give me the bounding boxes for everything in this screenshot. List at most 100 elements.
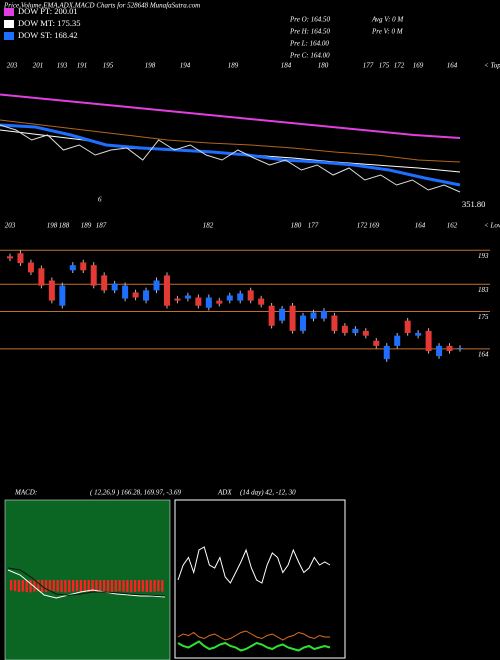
legend-swatch	[4, 32, 14, 40]
annotation: 6	[98, 196, 102, 204]
histogram-bar	[56, 580, 59, 592]
candle-body	[69, 265, 76, 271]
top-label: 175	[379, 62, 390, 70]
histogram-bar	[149, 580, 152, 592]
histogram-bar	[114, 580, 117, 592]
candle-body	[394, 335, 401, 346]
candle-body	[143, 290, 150, 301]
volume-value: Pre V: 0 M	[371, 28, 404, 36]
top-label: 184	[281, 62, 292, 70]
low-label: 182	[203, 222, 214, 230]
histogram-bar	[10, 580, 13, 591]
histogram-bar	[157, 580, 160, 592]
histogram-bar	[87, 580, 90, 592]
histogram-bar	[52, 580, 55, 592]
top-label: 198	[145, 62, 156, 70]
low-label: 187	[96, 222, 107, 230]
macd-params: ( 12,26,9 ) 166.28, 169.97, -3.69	[90, 489, 181, 497]
histogram-bar	[29, 580, 32, 593]
candle-body	[279, 308, 286, 321]
series-line	[7, 567, 166, 597]
series-line	[0, 124, 461, 193]
histogram-bar	[33, 580, 36, 592]
candle-body	[352, 328, 359, 333]
adx-title: ADX	[217, 489, 232, 497]
histogram-bar	[106, 580, 110, 592]
adx-panel	[174, 499, 346, 659]
y-tick-label: 164	[478, 351, 489, 359]
candle-body	[59, 285, 66, 306]
histogram-bar	[122, 580, 125, 592]
series-line	[0, 123, 461, 187]
histogram-bar	[75, 580, 79, 592]
histogram-bar	[64, 580, 67, 593]
lows-caption: < Lows	[484, 222, 500, 230]
candle-body	[373, 340, 380, 346]
histogram-bar	[91, 580, 94, 593]
candle-body	[111, 283, 118, 291]
histogram-bar	[21, 580, 24, 592]
annotation: 351.80	[462, 199, 485, 209]
histogram-bar	[48, 580, 52, 592]
legend-label: DOW PT: 200.01	[18, 6, 78, 16]
top-label: 164	[447, 62, 458, 70]
top-label: 194	[180, 62, 191, 70]
candle-body	[289, 305, 296, 331]
candle-body	[153, 280, 160, 291]
histogram-bar	[110, 580, 114, 592]
candle-body	[425, 330, 432, 351]
candle-body	[320, 310, 327, 319]
candle-body	[48, 280, 55, 301]
candle-body	[268, 305, 275, 326]
candle-body	[446, 345, 453, 351]
pre-value: Pre L: 164.00	[289, 40, 329, 48]
page-title: Price,Volume,EMA,ADX,MACD Charts for 528…	[3, 2, 200, 10]
histogram-bar	[60, 580, 63, 592]
series-line	[177, 640, 331, 652]
candle-body	[17, 253, 24, 264]
low-label: 198	[47, 222, 58, 230]
candle-body	[247, 290, 254, 301]
series-line	[0, 93, 461, 139]
histogram-bar	[83, 580, 86, 592]
candle-body	[27, 262, 34, 273]
histogram-bar	[161, 580, 164, 592]
y-tick-label: 175	[478, 313, 489, 321]
top-label: 169	[413, 62, 424, 70]
legend-swatch	[4, 8, 14, 16]
low-label: 188	[59, 222, 70, 230]
histogram-bar	[25, 580, 28, 592]
histogram-bar	[103, 580, 106, 592]
histogram-bar	[95, 580, 98, 592]
candle-body	[415, 332, 422, 336]
candle-body	[38, 268, 45, 286]
series-line	[0, 119, 461, 163]
top-label: 203	[7, 62, 18, 70]
histogram-bar	[141, 580, 145, 592]
candle-body	[436, 345, 443, 357]
series-line	[0, 129, 461, 173]
histogram-bar	[13, 580, 17, 592]
histogram-bar	[130, 580, 133, 593]
low-label: 180	[291, 222, 302, 230]
y-tick-label: 193	[478, 252, 489, 260]
candle-body	[383, 345, 390, 360]
top-label: 172	[394, 62, 405, 70]
pre-value: Pre O: 164.50	[289, 16, 330, 24]
candle-body	[341, 325, 348, 333]
candle-body	[90, 265, 97, 286]
top-label: 201	[33, 62, 44, 70]
candle-body	[216, 300, 223, 304]
candle-body	[132, 292, 139, 298]
histogram-bar	[137, 580, 141, 592]
histogram-bar	[72, 580, 75, 592]
low-label: 169	[369, 222, 380, 230]
candle-body	[457, 347, 463, 349]
series-line	[177, 630, 330, 641]
top-label: 193	[57, 62, 68, 70]
candle-body	[205, 297, 212, 308]
histogram-bar	[44, 580, 48, 592]
low-label: 162	[447, 222, 458, 230]
top-label: 177	[363, 62, 374, 70]
